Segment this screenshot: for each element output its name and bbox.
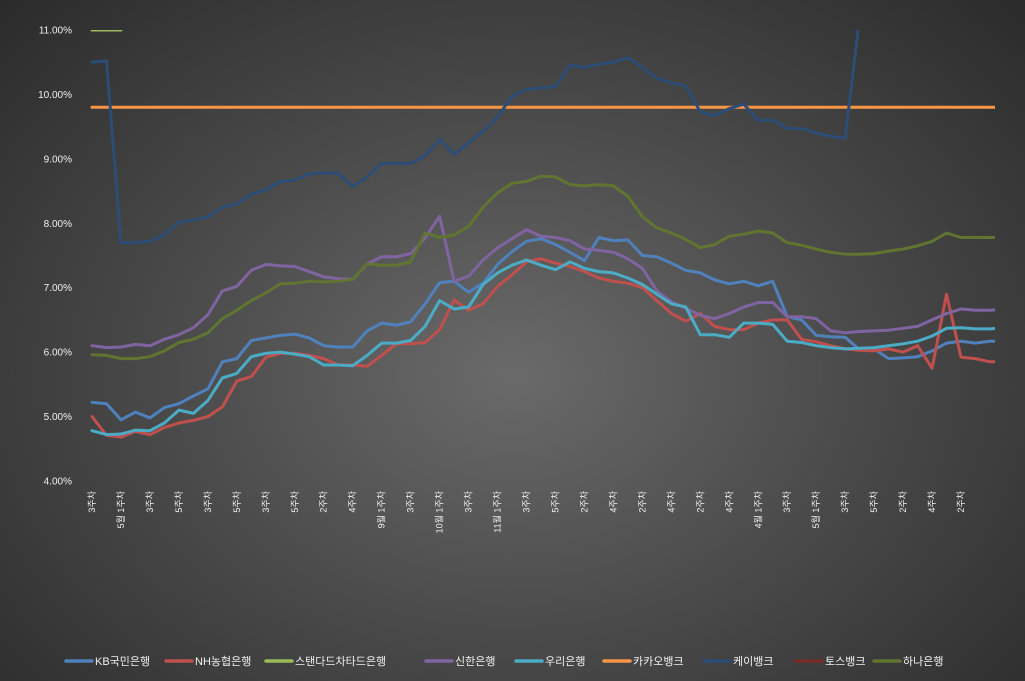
y-axis: 4.00% 5.00% 6.00% 7.00% 8.00% 9.00% 10.00% 11.0…: [38, 26, 72, 488]
y-tick-label: 8.00%: [44, 219, 72, 230]
legend-label: 케이뱅크: [733, 655, 773, 668]
x-tick-label: 10월 1주차: [434, 490, 445, 533]
x-tick-label: 5주차: [868, 490, 879, 512]
x-tick-label: 4주차: [607, 490, 618, 512]
legend-label: 스탠다드차타드은행: [295, 655, 386, 668]
series-line-3: [90, 214, 995, 350]
legend-label: 신한은행: [455, 655, 495, 668]
series-line-8: [90, 174, 995, 361]
x-tick-label: 3주차: [202, 490, 213, 512]
x-tick-label: 4월 1주차: [752, 490, 763, 528]
legend-label: KB국민은행: [95, 655, 150, 668]
x-tick-label: 5월 1주차: [115, 490, 126, 528]
y-tick-label: 7.00%: [44, 283, 72, 294]
x-axis: 3주차 5월 1주차 3주차 5주차 3주차 5주차 3주차 5주차 2주차 4주차 9월 1주차 3…: [86, 490, 966, 533]
x-tick-label: 3주차: [86, 490, 97, 512]
x-tick-label: 5주차: [549, 490, 560, 512]
x-tick-label: 3주차: [405, 490, 416, 512]
legend-label: NH농협은행: [195, 655, 251, 668]
x-tick-label: 4주차: [347, 490, 358, 512]
legend-label: 하나은행: [903, 654, 943, 668]
y-tick-label: 9.00%: [44, 154, 72, 165]
legend-label: 우리은행: [545, 655, 585, 668]
legend-label: 토스뱅크: [825, 655, 865, 668]
legend: KB국민은행 NH농협은행 스탠다드차타드은행 신한은행 우리은행 카카오뱅크 케이뱅크 토스…: [64, 654, 943, 668]
x-tick-label: 3주차: [521, 490, 532, 512]
x-tick-label: 4주차: [665, 490, 676, 512]
y-tick-label: 4.00%: [44, 477, 72, 488]
y-tick-label: 6.00%: [44, 348, 72, 359]
y-tick-label: 5.00%: [44, 412, 72, 423]
series-line-1: [90, 257, 995, 439]
series-line-6: [90, 30, 860, 245]
legend-label: 카카오뱅크: [633, 655, 684, 668]
x-tick-label: 3주차: [463, 490, 474, 512]
x-tick-label: 4주차: [723, 490, 734, 512]
x-tick-label: 5주차: [231, 490, 242, 512]
x-tick-label: 11월 1주차: [492, 490, 503, 532]
series-line-4: [90, 258, 995, 437]
x-tick-label: 2주차: [636, 490, 647, 512]
x-tick-label: 4주차: [926, 490, 937, 512]
plot-area: [90, 30, 995, 439]
x-tick-label: 5주차: [289, 490, 300, 512]
x-tick-label: 2주차: [578, 490, 589, 512]
x-tick-label: 3주차: [781, 490, 792, 512]
x-tick-label: 2주차: [318, 490, 329, 512]
x-tick-label: 5주차: [173, 490, 184, 512]
x-tick-label: 2주차: [955, 490, 966, 512]
x-tick-label: 3주차: [144, 490, 155, 512]
x-tick-label: 2주차: [694, 490, 705, 512]
x-tick-label: 9월 1주차: [376, 490, 387, 528]
y-tick-label: 11.00%: [39, 26, 72, 37]
x-tick-label: 3주차: [839, 490, 850, 512]
x-tick-label: 5월 1주차: [810, 490, 821, 528]
x-tick-label: 3주차: [260, 490, 271, 512]
x-tick-label: 2주차: [897, 490, 908, 512]
y-tick-label: 10.00%: [38, 90, 72, 101]
